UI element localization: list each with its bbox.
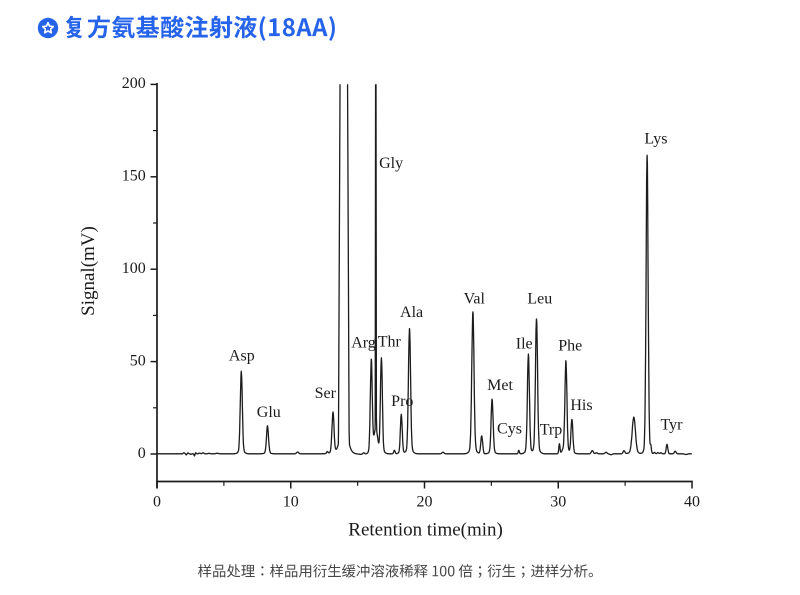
svg-text:Arg: Arg	[351, 335, 376, 352]
svg-text:Cys: Cys	[497, 421, 522, 438]
svg-text:Signal(mV): Signal(mV)	[78, 226, 99, 316]
svg-text:Ala: Ala	[400, 304, 423, 321]
svg-text:0: 0	[153, 494, 161, 511]
svg-text:Met: Met	[487, 377, 513, 394]
svg-text:100: 100	[122, 260, 146, 277]
svg-text:0: 0	[138, 445, 146, 462]
svg-text:Trp: Trp	[540, 421, 563, 438]
svg-text:30: 30	[550, 494, 566, 511]
svg-text:Retention time(min): Retention time(min)	[348, 520, 503, 541]
svg-text:Val: Val	[464, 291, 486, 308]
svg-text:Tyr: Tyr	[661, 416, 684, 433]
svg-text:Leu: Leu	[527, 291, 552, 308]
svg-text:200: 200	[122, 75, 146, 92]
svg-text:150: 150	[122, 167, 146, 184]
svg-text:Pro: Pro	[391, 393, 413, 410]
svg-text:Thr: Thr	[378, 333, 402, 350]
svg-text:Ser: Ser	[315, 385, 337, 402]
svg-text:Asp: Asp	[229, 348, 255, 365]
svg-text:Glu: Glu	[257, 404, 281, 421]
svg-text:40: 40	[684, 494, 700, 511]
svg-text:Gly: Gly	[379, 155, 403, 172]
svg-text:Ile: Ile	[516, 335, 533, 352]
svg-text:Lys: Lys	[644, 130, 667, 147]
svg-text:10: 10	[283, 494, 299, 511]
svg-text:His: His	[570, 397, 592, 414]
svg-text:20: 20	[417, 494, 433, 511]
svg-text:Phe: Phe	[558, 338, 582, 355]
svg-text:50: 50	[130, 352, 146, 369]
